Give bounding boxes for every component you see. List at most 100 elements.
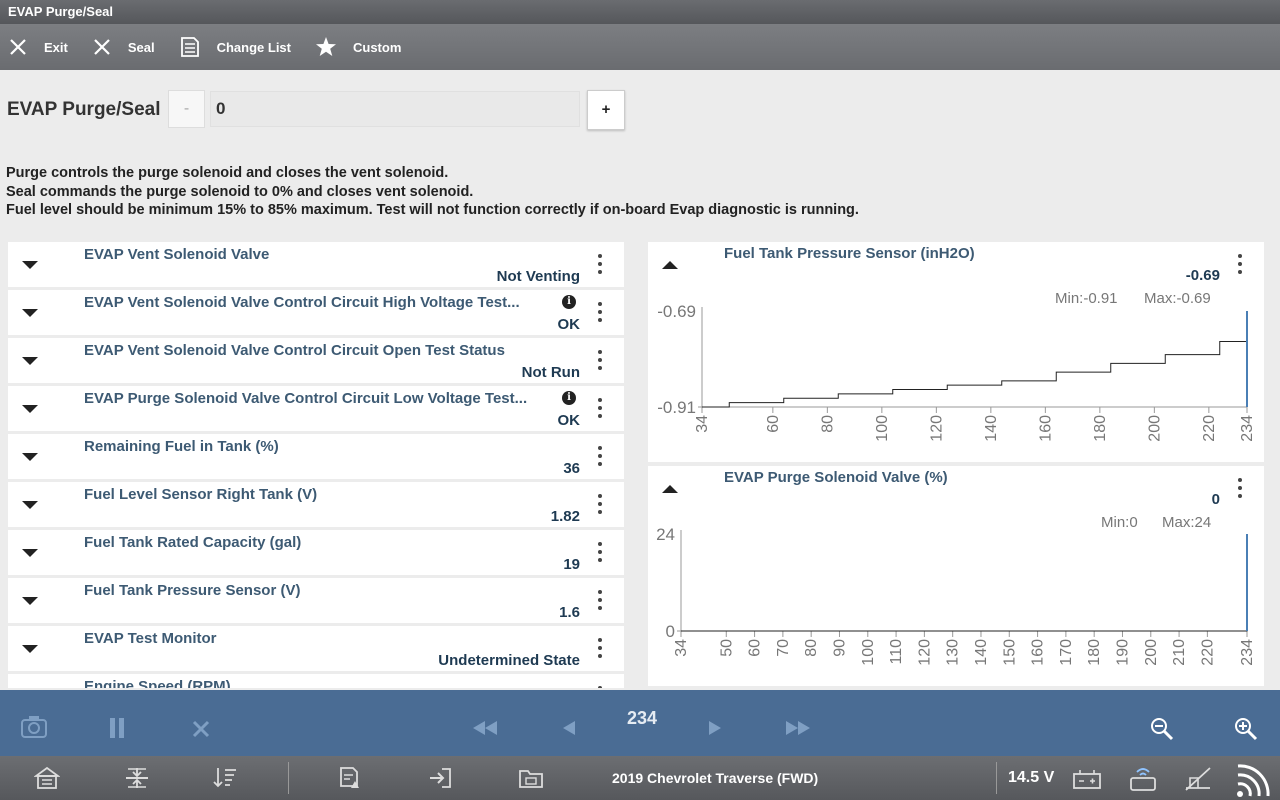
- x-tick-label: 140: [983, 415, 1000, 442]
- more-options-icon[interactable]: [598, 638, 602, 660]
- expand-chevron-icon[interactable]: [22, 501, 38, 509]
- pid-name: EVAP Test Monitor: [84, 630, 217, 647]
- more-options-icon[interactable]: [598, 350, 602, 372]
- more-options-icon[interactable]: [1238, 254, 1242, 276]
- step-back-icon[interactable]: [563, 721, 575, 735]
- pid-name: EVAP Vent Solenoid Valve Control Circuit…: [84, 342, 505, 359]
- expand-chevron-icon[interactable]: [22, 645, 38, 653]
- pid-row[interactable]: EVAP Purge Solenoid Valve Control Circui…: [8, 386, 624, 431]
- camera-icon[interactable]: [20, 715, 48, 739]
- x-tick-label: 130: [945, 639, 962, 666]
- vehicle-label: 2019 Chevrolet Traverse (FWD): [612, 770, 819, 786]
- clear-icon[interactable]: [192, 720, 210, 738]
- pid-row[interactable]: Remaining Fuel in Tank (%) 36: [8, 434, 624, 479]
- more-options-icon[interactable]: [598, 302, 602, 324]
- skip-back-icon[interactable]: [473, 721, 497, 735]
- more-options-icon[interactable]: [598, 398, 602, 420]
- info-icon[interactable]: i: [562, 295, 576, 309]
- more-options-icon[interactable]: [598, 446, 602, 468]
- zoom-out-icon[interactable]: [1150, 717, 1174, 741]
- info-icon[interactable]: i: [562, 391, 576, 405]
- graph-title: Fuel Tank Pressure Sensor (inH2O): [724, 245, 975, 262]
- more-options-icon[interactable]: [1238, 478, 1242, 500]
- x-tick-label: 90: [831, 639, 848, 657]
- control-row: EVAP Purge/Seal: [0, 70, 1280, 150]
- x-tick-label: 180: [1086, 639, 1103, 666]
- home-icon[interactable]: [34, 766, 60, 790]
- x-tick-label: 170: [1058, 639, 1075, 666]
- zoom-in-icon[interactable]: [1234, 717, 1258, 741]
- pid-value: Undetermined State: [438, 652, 580, 669]
- pid-row[interactable]: Fuel Tank Rated Capacity (gal) 19: [8, 530, 624, 575]
- graph-evap-purge-solenoid[interactable]: EVAP Purge Solenoid Valve (%) 0 Min:0 Ma…: [648, 466, 1264, 686]
- close-icon: [94, 39, 110, 55]
- pid-value: Not Venting: [496, 268, 580, 285]
- more-options-icon[interactable]: [598, 686, 602, 688]
- decrement-button[interactable]: -: [168, 90, 205, 128]
- frame-counter: 234: [626, 708, 658, 728]
- pid-name: Remaining Fuel in Tank (%): [84, 438, 279, 455]
- control-value-input[interactable]: [210, 91, 580, 127]
- pid-value: 19: [563, 556, 580, 573]
- sign-in-icon[interactable]: [428, 766, 452, 790]
- more-options-icon[interactable]: [598, 494, 602, 516]
- x-tick-label: 200: [1146, 415, 1163, 442]
- pid-row[interactable]: EVAP Test Monitor Undetermined State: [8, 626, 624, 671]
- x-tick-label: 80: [819, 415, 836, 433]
- series-line: [702, 311, 1248, 408]
- pid-name: EVAP Purge Solenoid Valve Control Circui…: [84, 390, 528, 407]
- test-description: Purge controls the purge solenoid and cl…: [6, 164, 859, 220]
- expand-chevron-icon[interactable]: [22, 309, 38, 317]
- pid-row[interactable]: Fuel Level Sensor Right Tank (V) 1.82: [8, 482, 624, 527]
- pid-row[interactable]: EVAP Vent Solenoid Valve Control Circuit…: [8, 338, 624, 383]
- pid-row[interactable]: Engine Speed (RPM): [8, 674, 624, 688]
- change-list-button[interactable]: Change List: [179, 36, 291, 58]
- pid-list[interactable]: EVAP Vent Solenoid Valve Not Venting EVAP …: [8, 242, 624, 688]
- x-tick-label: 120: [916, 639, 933, 666]
- expand-chevron-icon[interactable]: [22, 261, 38, 269]
- sort-list-icon[interactable]: [212, 766, 238, 790]
- x-tick-label: 210: [1171, 639, 1188, 666]
- graph-min: Min:-0.91: [1055, 290, 1118, 307]
- custom-button[interactable]: Custom: [315, 36, 401, 58]
- more-options-icon[interactable]: [598, 254, 602, 276]
- description-line: Seal commands the purge solenoid to 0% a…: [6, 183, 474, 200]
- report-icon[interactable]: [338, 766, 362, 790]
- x-tick-label: 120: [928, 415, 945, 442]
- collapse-toggle-icon[interactable]: [662, 261, 678, 269]
- seal-button[interactable]: Seal: [92, 37, 155, 57]
- pid-row[interactable]: EVAP Vent Solenoid Valve Not Venting: [8, 242, 624, 287]
- exit-button[interactable]: Exit: [8, 37, 68, 57]
- x-tick-label: 100: [860, 639, 877, 666]
- pid-value: 1.82: [550, 508, 580, 525]
- playback-bar: 234: [0, 690, 1280, 756]
- step-forward-icon[interactable]: [709, 721, 721, 735]
- expand-chevron-icon[interactable]: [22, 405, 38, 413]
- graph-fuel-tank-pressure[interactable]: Fuel Tank Pressure Sensor (inH2O) -0.69 …: [648, 242, 1264, 462]
- pid-row[interactable]: Fuel Tank Pressure Sensor (V) 1.6: [8, 578, 624, 623]
- skip-forward-icon[interactable]: [786, 721, 810, 735]
- increment-button[interactable]: +: [587, 90, 625, 130]
- pid-name: Fuel Tank Rated Capacity (gal): [84, 534, 302, 551]
- pid-name: Engine Speed (RPM): [84, 678, 231, 688]
- vehicle-battery-icon: [1073, 770, 1101, 789]
- folder-icon[interactable]: [518, 766, 544, 790]
- more-options-icon[interactable]: [598, 590, 602, 612]
- x-tick-label: 140: [973, 639, 990, 666]
- more-options-icon[interactable]: [598, 542, 602, 564]
- list-document-icon: [180, 37, 199, 57]
- pid-row[interactable]: EVAP Vent Solenoid Valve Control Circuit…: [8, 290, 624, 335]
- expand-chevron-icon[interactable]: [22, 597, 38, 605]
- series-line: [681, 534, 1248, 632]
- collapse-toggle-icon[interactable]: [662, 485, 678, 493]
- expand-chevron-icon[interactable]: [22, 549, 38, 557]
- pause-icon[interactable]: [108, 718, 126, 738]
- vci-connection-icon: [1130, 768, 1156, 791]
- pid-value: OK: [557, 316, 581, 333]
- x-tick-label: 70: [775, 639, 792, 657]
- expand-chevron-icon[interactable]: [22, 357, 38, 365]
- x-tick-label: 110: [888, 639, 905, 665]
- expand-chevron-icon[interactable]: [22, 453, 38, 461]
- pid-value: Not Run: [521, 364, 580, 381]
- expand-icon[interactable]: [124, 766, 150, 790]
